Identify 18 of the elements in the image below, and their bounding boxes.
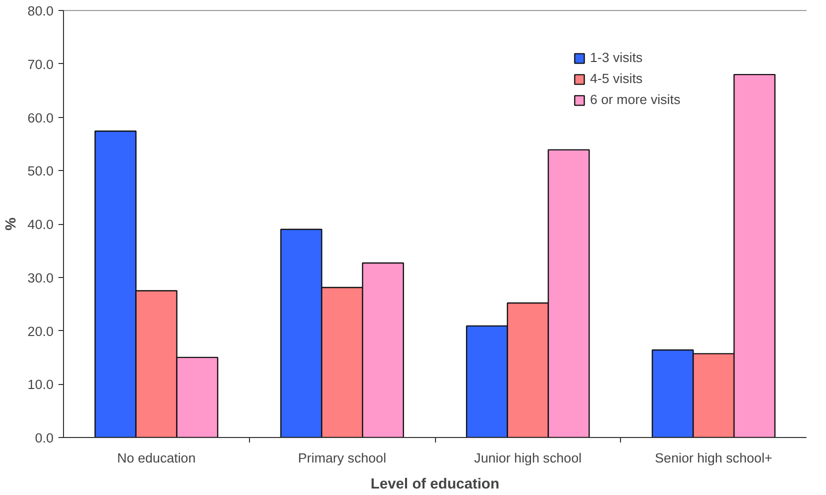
y-tick-label: 80.0 — [28, 4, 54, 18]
x-tick-label: Primary school — [298, 450, 386, 466]
y-tick-label: 10.0 — [28, 377, 54, 392]
legend-label: 4-5 visits — [590, 71, 643, 86]
y-tick-label: 40.0 — [28, 217, 54, 232]
x-tick-label: No education — [117, 450, 196, 466]
y-tick-label: 50.0 — [28, 164, 54, 179]
legend-label: 1-3 visits — [590, 50, 643, 65]
y-axis-title: % — [4, 217, 20, 231]
legend-label: 6 or more visits — [590, 92, 680, 107]
y-tick-label: 30.0 — [28, 270, 54, 286]
x-tick-label: Senior high school+ — [654, 450, 773, 466]
y-tick-label: 20.0 — [28, 324, 54, 339]
x-tick-label: Junior high school — [474, 450, 582, 466]
y-tick-label: 0.0 — [34, 430, 54, 446]
y-tick-label: 60.0 — [28, 110, 54, 126]
x-axis-title: Level of education — [370, 476, 500, 492]
y-tick-label: 70.0 — [28, 56, 54, 72]
